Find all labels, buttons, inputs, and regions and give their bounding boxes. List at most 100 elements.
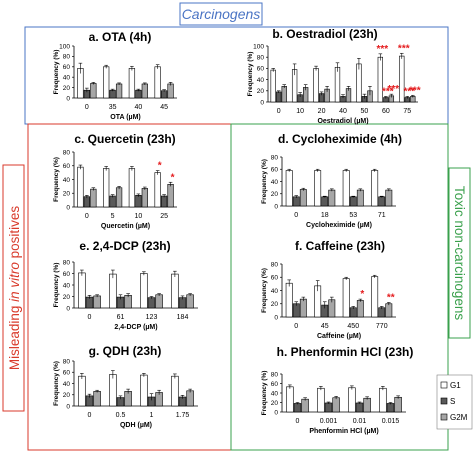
- chart-panel-1: b. Oestradiol (23h)020406080100Frequency…: [247, 27, 421, 125]
- x-tick-label: 0.5: [116, 412, 126, 419]
- x-tick-label: 50: [361, 108, 369, 115]
- bar-g2m: [90, 188, 97, 208]
- bar-g1: [77, 166, 84, 208]
- bar-g2m: [301, 398, 309, 413]
- bar-g2m: [186, 390, 194, 407]
- misleading-label: Misleading in vitro positives: [7, 206, 22, 371]
- y-tick-label: 0: [66, 305, 70, 312]
- toxic-label-box: [448, 167, 471, 339]
- legend-label-g2m: G2M: [450, 413, 468, 422]
- bar-g2m: [363, 397, 371, 413]
- y-tick-label: 20: [271, 191, 279, 198]
- bar-g2m: [115, 83, 123, 99]
- x-axis-label: 2,4-DCP (µM): [114, 324, 157, 331]
- bar-g2m: [356, 189, 364, 207]
- x-tick-label: 60: [382, 108, 390, 115]
- x-tick-label: 123: [146, 314, 158, 321]
- bar-g1: [140, 374, 148, 407]
- y-tick-label: 0: [260, 99, 264, 106]
- y-tick-label: 60: [63, 370, 71, 377]
- toxic-label: Toxic non-carcinogens: [452, 186, 467, 321]
- bar-g1: [285, 170, 293, 207]
- bar-g2m: [328, 189, 336, 207]
- bar-s: [109, 195, 116, 208]
- bar-s: [293, 403, 302, 413]
- y-tick-label: 80: [63, 358, 71, 365]
- x-tick-label: 0.001: [320, 418, 338, 425]
- x-tick-label: 0.015: [382, 418, 400, 425]
- bar-s: [83, 196, 91, 208]
- chart-title: c. Quercetin (23h): [74, 132, 175, 146]
- significance-star: ***: [388, 84, 400, 95]
- x-tick-label: 40: [339, 108, 347, 115]
- x-tick-label: 61: [117, 314, 125, 321]
- x-axis-label: Quercetin (µM): [101, 223, 150, 230]
- significance-star: ***: [398, 43, 410, 54]
- chart-title: h. Phenformin HCl (23h): [277, 345, 414, 359]
- x-tick-label: 35: [109, 104, 117, 111]
- bar-g2m: [299, 298, 307, 318]
- bar-s: [324, 402, 333, 413]
- chart-title: b. Oestradiol (23h): [272, 27, 377, 41]
- significance-star: **: [387, 292, 395, 303]
- legend-label-g1: G1: [450, 381, 461, 390]
- x-tick-label: 0: [294, 212, 298, 219]
- x-tick-label: 0: [85, 104, 89, 111]
- y-tick-label: 80: [63, 259, 71, 266]
- bar-g1: [154, 66, 161, 99]
- y-tick-label: 40: [63, 282, 71, 289]
- y-tick-label: 60: [271, 167, 279, 174]
- x-tick-label: 10: [134, 213, 142, 220]
- y-axis-label: Frequency (%): [261, 268, 268, 313]
- y-tick-label: 0: [66, 204, 70, 211]
- x-tick-label: 45: [321, 323, 329, 330]
- bar-g1: [171, 273, 179, 309]
- y-tick-label: 80: [63, 54, 71, 61]
- bar-g1: [270, 69, 276, 103]
- y-tick-label: 20: [257, 88, 265, 95]
- bar-g2m: [385, 303, 393, 318]
- x-tick-label: 0: [85, 213, 89, 220]
- x-axis-label: Phenformin HCl (µM): [309, 428, 378, 435]
- chart-panel-3: d. Cycloheximide (4h) 0 20 40 60 80Frequency …: [261, 132, 402, 229]
- carcinogens-label: Carcinogens: [182, 6, 261, 22]
- bar-g1: [356, 63, 362, 103]
- x-axis-label: Oestradiol (µM): [317, 118, 368, 125]
- significance-star: *: [171, 172, 175, 183]
- y-axis-label: Frequency (%): [247, 52, 254, 97]
- y-axis-label: Frequency (%): [53, 157, 60, 202]
- significance-star: ***: [403, 86, 415, 97]
- x-tick-label: 5: [111, 213, 115, 220]
- bar-g2m: [93, 295, 101, 309]
- y-axis-label: Frequency (%): [261, 159, 268, 204]
- legend-swatch-g2m: [440, 413, 448, 421]
- y-tick-label: 20: [271, 400, 279, 407]
- bar-g1: [314, 170, 322, 207]
- y-tick-label: 40: [63, 75, 71, 82]
- legend-label-s: S: [450, 397, 455, 406]
- x-tick-label: 184: [177, 314, 189, 321]
- bar-g1: [317, 387, 325, 413]
- y-tick-label: 60: [271, 275, 279, 282]
- x-tick-label: 0: [296, 418, 300, 425]
- y-tick-label: 80: [271, 371, 279, 378]
- bar-g1: [103, 66, 110, 99]
- x-tick-label: 0: [88, 412, 92, 419]
- bar-g1: [109, 374, 117, 407]
- x-tick-label: 75: [403, 108, 411, 115]
- bar-s: [292, 196, 300, 207]
- toxic-box: [230, 123, 449, 451]
- x-axis-label: Caffeine (µM): [317, 333, 361, 340]
- y-tick-label: 40: [63, 177, 71, 184]
- y-tick-label: 0: [66, 95, 70, 102]
- x-axis-label: Cycloheximide (µM): [306, 222, 372, 229]
- x-tick-label: 1.75: [176, 412, 190, 419]
- bar-g1: [286, 386, 294, 413]
- bar-g1: [342, 278, 350, 318]
- y-tick-label: 80: [271, 261, 279, 268]
- x-tick-label: 10: [296, 108, 304, 115]
- bar-g2m: [141, 188, 148, 208]
